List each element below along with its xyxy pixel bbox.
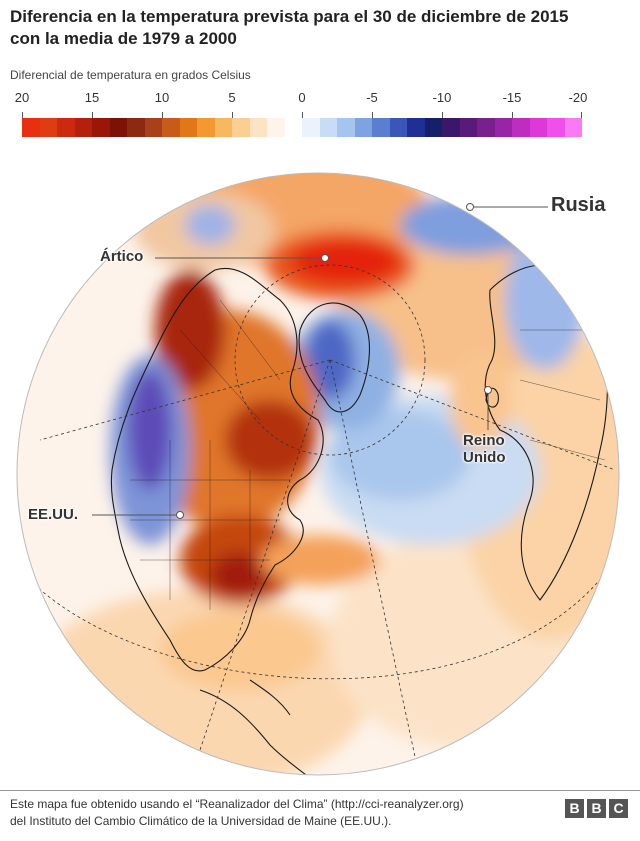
color-scale-swatch — [529, 118, 547, 137]
usa-marker — [176, 511, 184, 519]
legend-tick: 5 — [228, 90, 236, 105]
legend-caption: Diferencial de temperatura en grados Cel… — [10, 68, 251, 82]
callouts — [92, 203, 548, 519]
color-scale-swatch — [477, 118, 495, 137]
color-scale-swatch — [407, 118, 425, 137]
arctic-label: Ártico — [100, 248, 144, 265]
usa-label: EE.UU. — [28, 506, 79, 523]
color-scale-swatch — [564, 118, 582, 137]
legend-tick: -10 — [432, 90, 452, 105]
north-america-outline — [110, 267, 324, 672]
color-scale-swatch — [22, 118, 40, 137]
color-scale-swatch — [74, 118, 92, 137]
color-scale-swatch — [162, 118, 180, 137]
internal-borders — [130, 299, 606, 610]
color-scale-swatch — [39, 118, 57, 137]
map-title: Diferencia en la temperatura prevista pa… — [10, 6, 630, 50]
legend-tick-labels: 20 15 10 5 0 -5 -10 -15 -20 — [0, 90, 640, 108]
color-scale-swatch — [214, 118, 232, 137]
title-line-2: con la media de 1979 a 2000 — [10, 29, 237, 48]
legend-tick: -15 — [502, 90, 522, 105]
color-scale-swatch — [389, 118, 407, 137]
south-america-outline — [199, 689, 311, 775]
source-note: Este mapa fue obtenido usando el “Reanal… — [10, 796, 530, 830]
legend-tickmarks — [22, 112, 582, 118]
color-scale-swatch — [249, 118, 267, 137]
color-scale-swatch — [424, 118, 442, 137]
footer-divider — [0, 790, 640, 791]
legend-tick: 0 — [298, 90, 306, 105]
russia-label: Rusia — [551, 194, 606, 216]
color-scale-swatch — [92, 118, 110, 137]
color-scale-swatch — [267, 118, 285, 137]
uk-label: Reino Unido — [463, 432, 506, 466]
source-note-line-2: del Instituto del Cambio Climático de la… — [10, 814, 392, 828]
title-line-1: Diferencia en la temperatura prevista pa… — [10, 7, 569, 26]
color-scale-swatch — [354, 118, 372, 137]
bbc-logo: B B C — [565, 799, 628, 818]
color-scale-swatch — [179, 118, 197, 137]
bbc-logo-letter: B — [587, 799, 606, 818]
uk-label-line-2: Unido — [463, 449, 506, 466]
legend-tick: 20 — [14, 90, 30, 105]
russia-marker — [466, 203, 474, 211]
color-scale-swatch — [109, 118, 127, 137]
graticule — [29, 264, 616, 775]
color-scale-swatch — [197, 118, 215, 137]
greenland-outline — [298, 302, 370, 413]
color-scale-swatch — [442, 118, 460, 137]
color-scale-swatch — [144, 118, 162, 137]
bbc-logo-letter: B — [565, 799, 584, 818]
color-scale-swatch — [319, 118, 337, 137]
color-scale-swatch — [284, 118, 302, 137]
color-scale-swatch — [57, 118, 75, 137]
color-scale-swatch — [494, 118, 512, 137]
legend-tick: 15 — [84, 90, 100, 105]
color-scale-swatch — [232, 118, 250, 137]
legend-tick: -5 — [366, 90, 378, 105]
legend-tick: 10 — [154, 90, 170, 105]
color-scale-swatch — [512, 118, 530, 137]
color-scale-swatch — [547, 118, 565, 137]
source-note-line-1: Este mapa fue obtenido usando el “Reanal… — [10, 797, 464, 811]
color-scale-bar — [22, 118, 582, 137]
bbc-logo-letter: C — [609, 799, 628, 818]
color-scale-swatch — [459, 118, 477, 137]
color-scale-swatch — [337, 118, 355, 137]
uk-marker — [484, 386, 492, 394]
uk-label-line-1: Reino — [463, 432, 505, 449]
color-scale-swatch — [372, 118, 390, 137]
arctic-marker — [321, 254, 329, 262]
central-america-outline — [249, 679, 291, 716]
color-scale-swatch — [127, 118, 145, 137]
globe-rim — [16, 172, 620, 776]
legend-tick: -20 — [568, 90, 588, 105]
color-scale-swatch — [302, 118, 320, 137]
globe-map — [16, 172, 620, 776]
